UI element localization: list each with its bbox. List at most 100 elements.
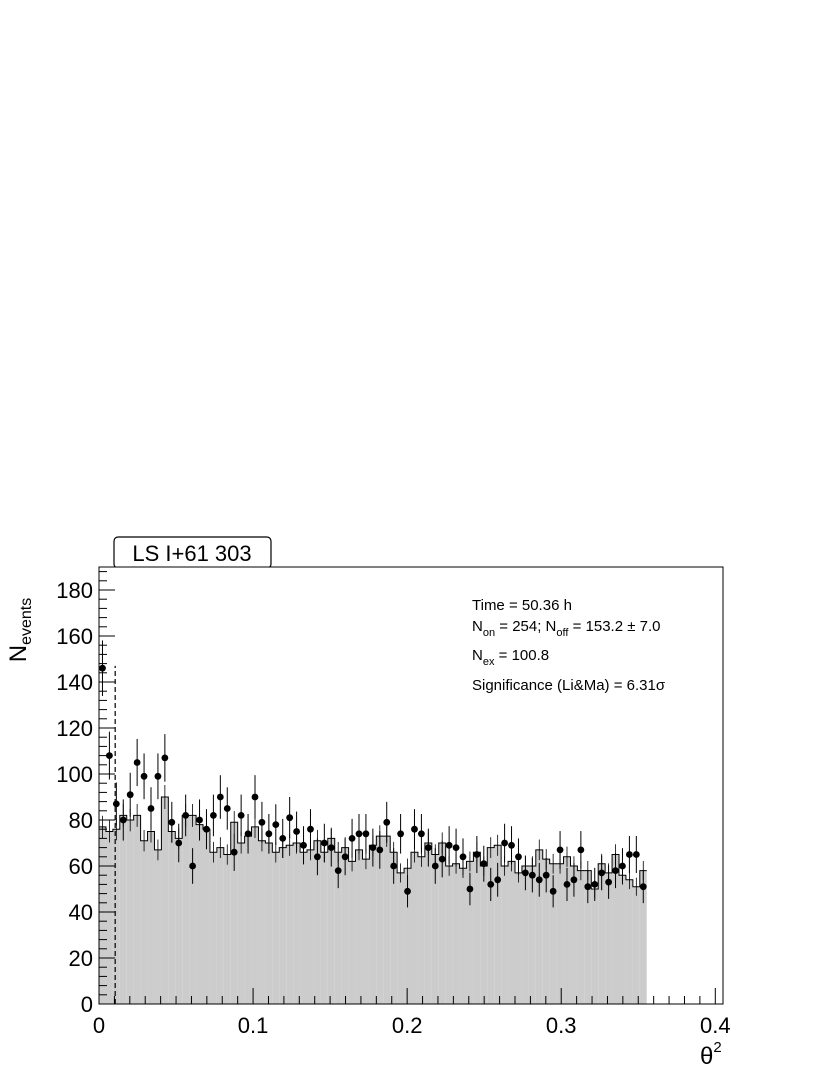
- off-bin-bar: [459, 868, 467, 1004]
- off-bin-bar: [140, 840, 148, 1004]
- off-bin-bar: [216, 847, 224, 1004]
- on-data-point: [362, 830, 370, 838]
- on-data-point: [189, 862, 197, 870]
- on-data-point: [140, 772, 148, 780]
- off-bin-bar: [619, 875, 626, 1004]
- off-bin-bar: [605, 872, 613, 1004]
- x-tick-label: 0.3: [546, 1013, 577, 1038]
- stats-non-label: N: [472, 618, 483, 635]
- stats-noff-value: = 153.2 ± 7.0: [568, 618, 660, 635]
- off-bin-bar: [168, 831, 176, 1004]
- on-data-point: [175, 839, 183, 847]
- x-axis-title: θ2: [700, 1039, 722, 1070]
- y-axis-title: Nevents: [5, 598, 35, 662]
- off-bin-bar: [501, 866, 509, 1004]
- off-bin-bar: [334, 852, 342, 1004]
- off-bin-bar: [126, 820, 134, 1004]
- chart-title: LS I+61 303: [132, 541, 251, 566]
- on-data-point: [112, 800, 120, 808]
- on-data-point: [431, 862, 439, 870]
- on-data-point: [230, 848, 238, 856]
- off-bin-bar: [591, 889, 599, 1004]
- off-bin-bar: [119, 815, 127, 1004]
- off-bin-bar: [431, 854, 439, 1004]
- on-data-point: [535, 876, 543, 884]
- svg-text:Nevents: Nevents: [5, 598, 35, 662]
- on-data-point: [438, 855, 446, 863]
- y-tick-label: 160: [56, 624, 93, 649]
- on-data-point: [244, 830, 252, 838]
- x-tick-label: 0.4: [700, 1013, 731, 1038]
- off-bin-bar: [272, 852, 280, 1004]
- y-tick-label: 40: [69, 900, 93, 925]
- off-bin-bar: [570, 866, 578, 1004]
- off-bin-bar: [424, 843, 432, 1004]
- off-bin-bar: [577, 870, 585, 1004]
- on-data-point: [237, 812, 245, 819]
- on-data-point: [216, 793, 224, 801]
- on-data-point: [487, 881, 495, 888]
- off-bin-bar: [452, 863, 460, 1004]
- off-bin-bar: [209, 852, 217, 1004]
- off-bin-bar: [632, 886, 640, 1004]
- on-data-point: [584, 883, 592, 891]
- on-data-point: [466, 885, 474, 893]
- off-bin-bar: [438, 843, 446, 1004]
- on-data-point: [376, 846, 384, 854]
- on-data-point: [570, 876, 578, 884]
- off-bin-bar: [521, 866, 529, 1004]
- on-data-point: [341, 853, 349, 861]
- off-bin-bar: [598, 863, 606, 1004]
- on-data-point: [452, 844, 460, 851]
- off-bin-bar: [251, 826, 259, 1004]
- on-data-point: [639, 883, 647, 891]
- off-bin-bar: [556, 863, 564, 1004]
- on-data-point: [133, 759, 141, 766]
- off-bin-bar: [355, 849, 363, 1004]
- off-bin-bar: [487, 847, 495, 1004]
- on-data-point: [480, 860, 488, 868]
- on-data-point: [598, 869, 606, 877]
- on-data-point: [563, 881, 571, 888]
- on-data-point: [404, 887, 411, 895]
- on-data-point: [459, 853, 467, 861]
- on-data-point: [203, 825, 210, 833]
- on-data-point: [307, 825, 314, 833]
- y-tick-label: 20: [69, 946, 93, 971]
- off-bin-bar: [147, 831, 155, 1004]
- x-tick-label: 0: [93, 1013, 105, 1038]
- off-bin-bar: [362, 859, 370, 1004]
- off-bin-bar: [383, 836, 391, 1004]
- off-bin-bar: [105, 831, 113, 1004]
- off-bin-bar: [223, 854, 231, 1004]
- stats-nex-sub: ex: [483, 656, 495, 668]
- on-data-point: [258, 818, 266, 826]
- on-data-point: [251, 793, 259, 801]
- off-bin-bar: [404, 868, 411, 1004]
- off-bin-bar: [258, 840, 266, 1004]
- off-bin-bar: [376, 836, 384, 1004]
- off-bin-bar: [300, 852, 307, 1004]
- on-data-point: [508, 841, 515, 849]
- off-histogram-outline: [99, 796, 647, 890]
- off-bin-bar: [307, 849, 314, 1004]
- off-bin-bar: [549, 863, 557, 1004]
- on-data-point: [147, 805, 155, 812]
- off-bin-bar: [369, 845, 377, 1004]
- off-bin-bar: [639, 870, 647, 1004]
- on-data-point: [591, 881, 599, 888]
- on-data-point: [577, 846, 585, 854]
- y-tick-label: 0: [81, 992, 93, 1017]
- y-tick-label: 140: [56, 670, 93, 695]
- off-bin-bar: [445, 866, 453, 1004]
- off-bin-bar: [480, 866, 488, 1004]
- on-data-point: [314, 853, 321, 861]
- x-tick-label: 0.2: [392, 1013, 423, 1038]
- on-data-point: [619, 862, 626, 870]
- on-data-point: [320, 839, 328, 847]
- on-data-point: [196, 816, 203, 824]
- stats-non-sub: on: [483, 627, 495, 639]
- on-data-point: [556, 846, 564, 854]
- y-tick-label: 60: [69, 854, 93, 879]
- off-bin-bar: [515, 872, 522, 1004]
